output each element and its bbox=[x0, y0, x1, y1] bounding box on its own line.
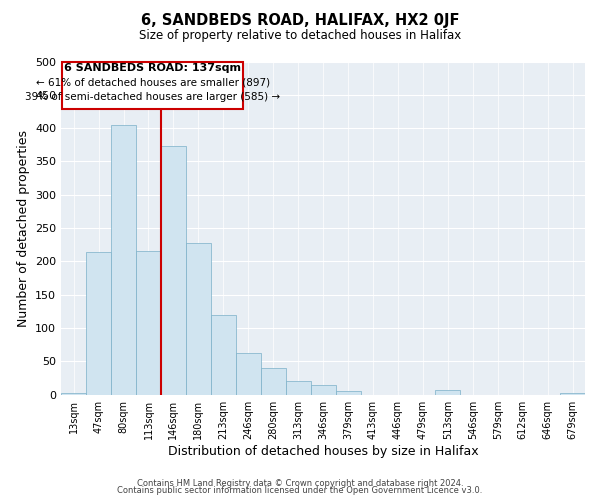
Bar bbox=[311, 386, 335, 394]
X-axis label: Distribution of detached houses by size in Halifax: Distribution of detached houses by size … bbox=[168, 444, 478, 458]
Bar bbox=[211, 314, 236, 394]
Bar bbox=[286, 382, 311, 394]
Text: Contains HM Land Registry data © Crown copyright and database right 2024.: Contains HM Land Registry data © Crown c… bbox=[137, 478, 463, 488]
Text: 39% of semi-detached houses are larger (585) →: 39% of semi-detached houses are larger (… bbox=[25, 92, 280, 102]
Bar bbox=[111, 125, 136, 394]
FancyBboxPatch shape bbox=[62, 62, 243, 110]
Bar bbox=[136, 252, 161, 394]
Text: ← 61% of detached houses are smaller (897): ← 61% of detached houses are smaller (89… bbox=[36, 78, 270, 88]
Bar bbox=[436, 390, 460, 394]
Bar bbox=[86, 252, 111, 394]
Bar bbox=[236, 352, 261, 395]
Text: Contains public sector information licensed under the Open Government Licence v3: Contains public sector information licen… bbox=[118, 486, 482, 495]
Bar bbox=[61, 392, 86, 394]
Bar bbox=[161, 146, 186, 394]
Text: Size of property relative to detached houses in Halifax: Size of property relative to detached ho… bbox=[139, 29, 461, 42]
Text: 6, SANDBEDS ROAD, HALIFAX, HX2 0JF: 6, SANDBEDS ROAD, HALIFAX, HX2 0JF bbox=[141, 12, 459, 28]
Y-axis label: Number of detached properties: Number of detached properties bbox=[17, 130, 29, 326]
Bar bbox=[335, 392, 361, 394]
Bar bbox=[261, 368, 286, 394]
Bar bbox=[186, 243, 211, 394]
Text: 6 SANDBEDS ROAD: 137sqm: 6 SANDBEDS ROAD: 137sqm bbox=[64, 63, 241, 73]
